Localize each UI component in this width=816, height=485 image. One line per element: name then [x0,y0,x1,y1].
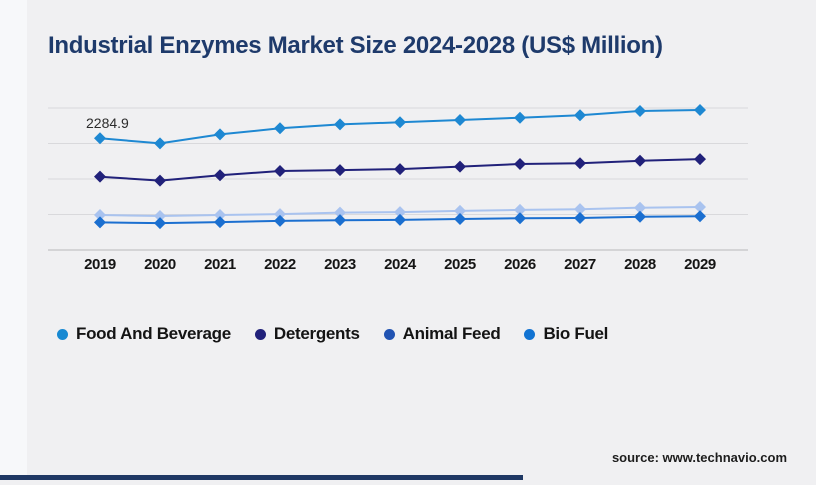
legend-item-food-and-beverage: Food And Beverage [57,324,231,344]
x-tick-label-2027: 2027 [564,256,596,273]
legend-dot-icon [524,328,536,340]
marker-detergents-2029 [694,153,706,166]
legend-dot-icon [57,328,68,340]
marker-food-and-beverage-2029 [694,103,706,116]
legend-item-label: Food And Beverage [76,324,231,343]
marker-animal-feed-2024 [394,206,406,219]
marker-food-and-beverage-2027 [574,109,586,122]
marker-bio-fuel-2029 [694,210,706,223]
marker-food-and-beverage-2020 [154,137,166,150]
marker-bio-fuel-2025 [454,212,466,225]
marker-bio-fuel-2021 [214,216,226,229]
legend: Food And Beverage Detergents Animal Feed Bi… [57,323,608,345]
marker-detergents-2022 [274,165,286,178]
x-tick-label-2022: 2022 [264,256,296,273]
marker-animal-feed-2028 [634,201,646,214]
marker-food-and-beverage-2026 [514,111,526,124]
marker-bio-fuel-2028 [634,210,646,223]
marker-food-and-beverage-2025 [454,113,466,126]
marker-bio-fuel-2026 [514,212,526,225]
left-margin-strip [0,0,27,480]
data-label-2019: 2284.9 [86,115,129,131]
marker-bio-fuel-2022 [274,214,286,227]
marker-detergents-2020 [154,174,166,187]
x-tick-label-2020: 2020 [144,256,176,273]
marker-bio-fuel-2024 [394,213,406,226]
marker-detergents-2028 [634,154,646,167]
marker-animal-feed-2019 [94,209,106,222]
source-text: source: www.technavio.com [611,450,787,465]
legend-dot-icon [254,328,266,340]
x-tick-label-2023: 2023 [324,256,356,273]
chart-title: Industrial Enzymes Market Size 2024-2028… [48,32,663,60]
marker-animal-feed-2029 [694,200,706,213]
marker-food-and-beverage-2024 [394,116,406,129]
marker-food-and-beverage-2023 [334,118,346,131]
marker-bio-fuel-2023 [334,214,346,227]
legend-item-label: Animal Feed [402,324,501,343]
x-tick-label-2024: 2024 [384,256,416,273]
marker-animal-feed-2027 [574,203,586,216]
marker-detergents-2026 [514,157,526,170]
x-tick-label-2019: 2019 [84,256,116,273]
marker-animal-feed-2025 [454,204,466,217]
x-tick-label-2028: 2028 [624,256,656,273]
legend-item-bio-fuel: Bio Fuel [524,324,608,344]
marker-detergents-2023 [334,164,346,177]
legend-item-animal-feed: Animal Feed [383,324,501,344]
marker-bio-fuel-2027 [574,211,586,224]
marker-food-and-beverage-2028 [634,105,646,118]
marker-food-and-beverage-2021 [214,128,226,141]
legend-item-detergents: Detergents [254,324,360,344]
marker-bio-fuel-2019 [94,216,106,229]
marker-detergents-2024 [394,163,406,176]
marker-animal-feed-2026 [514,203,526,216]
x-tick-label-2026: 2026 [504,256,536,273]
marker-detergents-2027 [574,157,586,170]
marker-animal-feed-2023 [334,206,346,219]
x-tick-label-2025: 2025 [444,256,476,273]
legend-dot-icon [383,328,395,340]
x-tick-label-2021: 2021 [204,256,236,273]
marker-animal-feed-2020 [154,210,166,223]
marker-animal-feed-2021 [214,209,226,222]
marker-food-and-beverage-2022 [274,122,286,135]
bottom-accent-bar [0,475,523,480]
legend-item-label: Detergents [273,324,360,343]
marker-detergents-2021 [214,169,226,182]
x-tick-label-2029: 2029 [684,256,716,273]
marker-detergents-2025 [454,160,466,173]
x-axis-tick-labels: 2019 2020 2021 2022 2023 2024 2025 2026 2027 2028… [0,256,816,276]
legend-item-label: Bio Fuel [543,324,609,343]
marker-animal-feed-2022 [274,208,286,221]
marker-bio-fuel-2020 [154,217,166,230]
marker-food-and-beverage-2019 [94,132,106,145]
marker-detergents-2019 [94,170,106,183]
